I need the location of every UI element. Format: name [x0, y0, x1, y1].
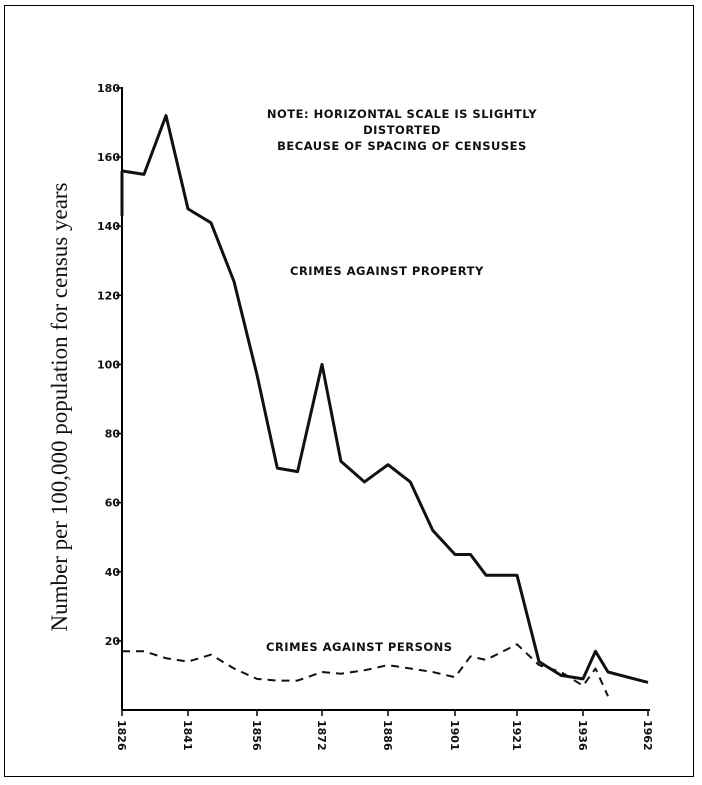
x-tick-label: 1886	[381, 720, 394, 751]
chart-note: NOTE: HORIZONTAL SCALE IS SLIGHTLY DISTO…	[228, 106, 576, 154]
property-series-line	[121, 114, 649, 684]
y-tick-label: 100	[97, 358, 120, 371]
figure-frame	[4, 5, 694, 777]
x-tick-label: 1856	[250, 720, 263, 751]
y-tick-label: 180	[97, 82, 120, 95]
x-ticks: 1826 1841 1856 1872 1886 1901 1921 1936 1962	[115, 710, 654, 751]
series-label-persons: CRIMES AGAINST PERSONS	[266, 640, 453, 654]
y-tick-label: 20	[105, 635, 121, 648]
series-label-property: CRIMES AGAINST PROPERTY	[290, 264, 484, 278]
note-line-1: NOTE: HORIZONTAL SCALE IS SLIGHTLY DISTO…	[266, 107, 538, 137]
y-tick-label: 80	[105, 428, 121, 441]
x-tick-label: 1826	[115, 720, 128, 751]
y-tick-label: 140	[97, 220, 120, 233]
x-tick-label: 1936	[576, 720, 589, 751]
y-tick-label: 120	[97, 289, 120, 302]
persons-series-line	[122, 643, 609, 697]
y-axis-label: Number per 100,000 population for census…	[47, 182, 72, 632]
x-tick-label: 1841	[181, 720, 194, 751]
series-lines	[120, 114, 649, 697]
x-tick-label: 1872	[315, 720, 328, 751]
note-line-2: BECAUSE OF SPACING OF CENSUSES	[277, 139, 527, 153]
y-tick-label: 40	[105, 566, 121, 579]
x-tick-label: 1901	[448, 720, 461, 751]
y-tick-label: 60	[105, 497, 121, 510]
y-tick-label: 160	[97, 151, 120, 164]
y-ticks: 20 40 60 80 100 120 140 160 180	[97, 82, 122, 648]
x-tick-label: 1962	[641, 720, 654, 751]
x-tick-label: 1921	[510, 720, 523, 751]
